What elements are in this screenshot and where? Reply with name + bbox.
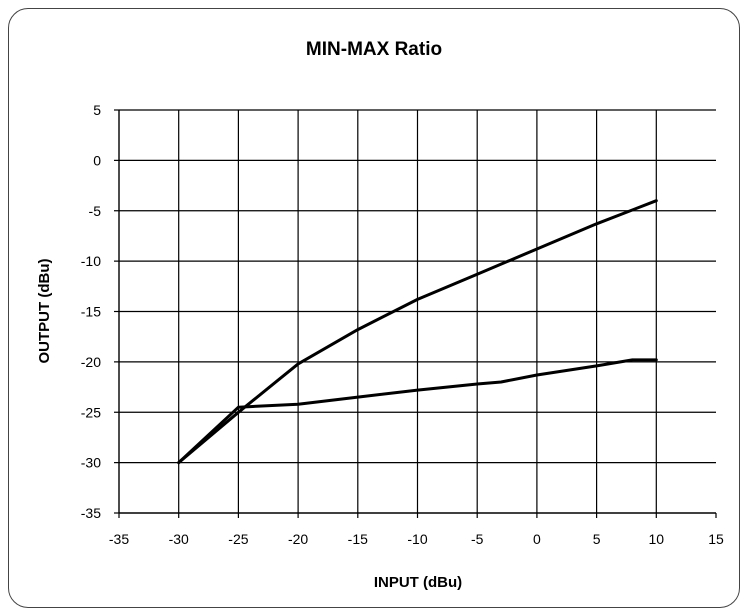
y-tick-label: 0 [93, 152, 101, 168]
x-axis-ticks: -35 -30 -25 -20 -15 -10 -5 0 5 10 15 [109, 513, 724, 547]
y-tick-label: -20 [81, 354, 101, 370]
y-axis-title: OUTPUT (dBu) [36, 259, 53, 364]
x-tick-label: 15 [708, 531, 724, 547]
series-line-1 [177, 199, 658, 465]
y-tick-label: -5 [89, 203, 102, 219]
x-tick-label: -10 [407, 531, 427, 547]
y-tick-label: 5 [93, 102, 101, 118]
x-tick-label: -20 [288, 531, 308, 547]
y-tick-label: -10 [81, 253, 101, 269]
y-tick-label: -25 [81, 404, 101, 420]
chart-title: MIN-MAX Ratio [306, 39, 442, 60]
y-axis-ticks: 5 0 -5 -10 -15 -20 -25 -30 -35 [81, 102, 119, 521]
y-tick-label: -35 [81, 505, 101, 521]
x-tick-label: -30 [169, 531, 189, 547]
x-tick-label: 5 [593, 531, 601, 547]
y-tick-label: -30 [81, 455, 101, 471]
x-tick-label: 10 [649, 531, 665, 547]
x-tick-label: 0 [533, 531, 541, 547]
series-line-2 [177, 358, 658, 465]
series-layer [177, 199, 658, 465]
y-tick-label: -15 [81, 304, 101, 320]
grid [118, 109, 716, 514]
x-axis-title: INPUT (dBu) [374, 574, 462, 591]
x-tick-label: -15 [348, 531, 368, 547]
x-tick-label: -5 [471, 531, 484, 547]
x-tick-label: -35 [109, 531, 129, 547]
x-tick-label: -25 [228, 531, 248, 547]
